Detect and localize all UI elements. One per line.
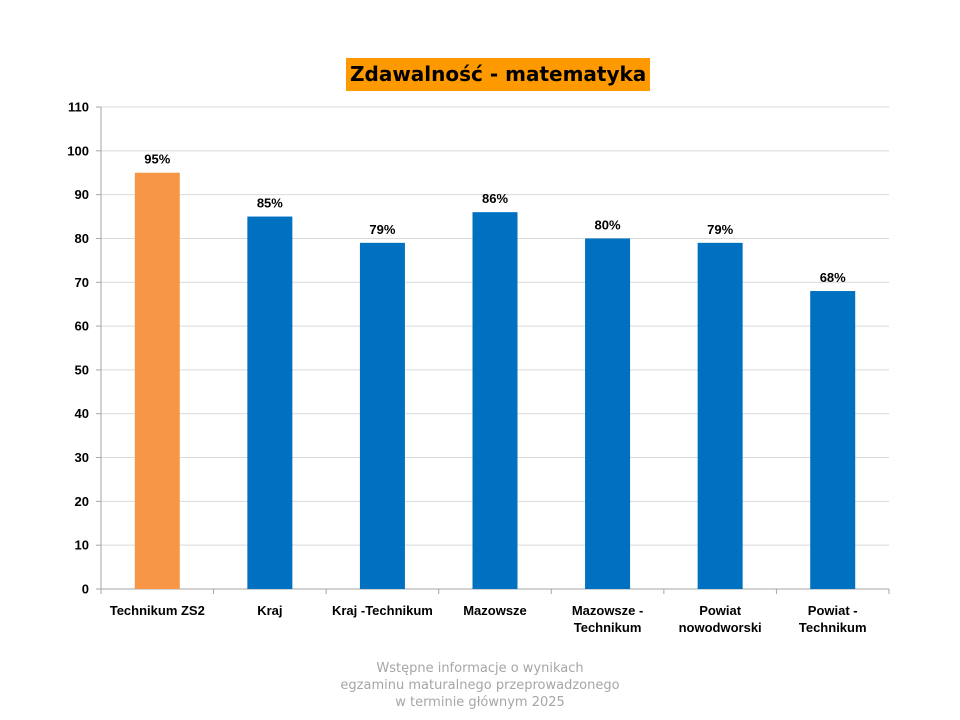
y-tick-label: 20 [75,494,89,509]
bar [585,238,631,590]
y-tick-label: 60 [75,319,89,334]
bars [134,172,856,590]
category-label: Powiat - Technikum [799,603,867,635]
y-tick-label: 10 [75,538,89,553]
category-label-line: nowodworski [679,620,762,635]
data-label: 68% [820,270,846,285]
footer-line: Wstępne informacje o wynikach [376,661,584,676]
category-label-line: Technikum ZS2 [110,603,205,618]
category-label-line: Mazowsze - [572,603,644,618]
chart-title: Zdawalność - matematyka [346,58,651,91]
data-label: 95% [144,152,170,167]
category-label: Mazowsze [463,603,527,618]
category-label-line: Mazowsze [463,603,527,618]
y-tick-label: 110 [68,100,89,115]
category-label-line: Kraj [257,603,282,618]
footer-note: Wstępne informacje o wynikach egzaminu m… [300,660,660,711]
category-label-line: Powiat [699,603,742,618]
data-label: 80% [595,217,621,232]
data-label: 85% [257,196,283,211]
y-tick-label: 30 [75,450,89,465]
bar [810,291,856,589]
category-label-line: Technikum [574,620,642,635]
y-tick-label: 80 [75,231,89,246]
category-label: Technikum ZS2 [110,603,205,618]
category-label: Mazowsze - Technikum [572,603,644,635]
bar [472,212,518,589]
y-axis-tick-labels: 0 10 20 30 40 50 60 70 80 90 100 110 [67,100,89,597]
y-tick-label: 90 [75,187,89,202]
bar [134,172,180,589]
data-label: 79% [369,222,395,237]
category-label: Kraj -Technikum [332,603,433,618]
y-tick-label: 40 [75,406,89,421]
footer-line: egzaminu maturalnego przeprowadzonego [340,678,620,693]
data-label: 79% [707,222,733,237]
x-axis-category-labels: Technikum ZS2 Kraj Kraj -Technikum Mazowsze… [110,603,867,635]
y-tick-label: 0 [82,582,89,597]
y-tick-label: 70 [75,275,89,290]
bar [697,242,743,589]
footer-line: w terminie głównym 2025 [395,695,565,710]
category-label: Powiat nowodworski [679,603,762,635]
y-tick-label: 50 [75,362,89,377]
category-label-line: Technikum [799,620,867,635]
category-label-line: Powiat - [808,603,858,618]
data-label: 86% [482,191,508,206]
bar [247,216,293,589]
category-label-line: Kraj -Technikum [332,603,433,618]
category-label: Kraj [257,603,282,618]
bar [359,242,405,589]
data-labels: 95% 85% 79% 86% 80% 79% 68% [144,152,846,285]
bar-chart: 0 10 20 30 40 50 60 70 80 90 100 110 95% 85% 79% 86% 80… [67,100,890,635]
y-tick-label: 100 [67,143,89,158]
